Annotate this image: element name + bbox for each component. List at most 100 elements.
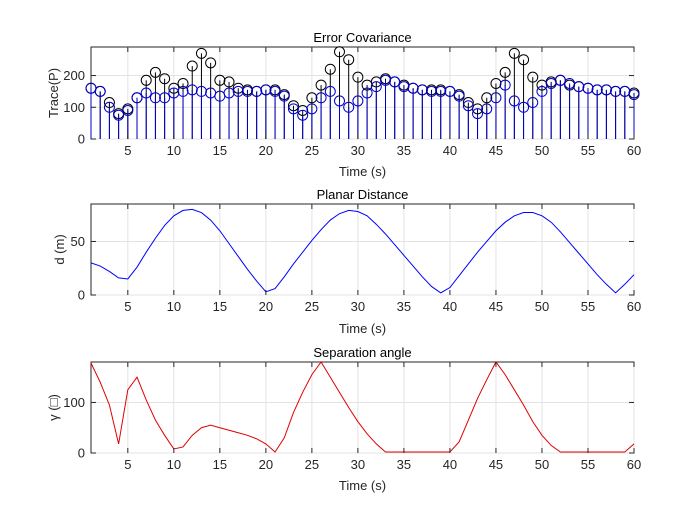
error-covariance-stem-marker — [177, 77, 189, 89]
planar-distance-xtick-label: 15 — [213, 299, 227, 314]
separation-angle-ytick-label: 0 — [78, 446, 85, 461]
error-covariance-stem-marker — [168, 87, 180, 99]
separation-angle-xtick-label: 25 — [305, 457, 319, 472]
error-covariance-stem-marker — [315, 79, 327, 91]
error-covariance-stem-marker — [232, 85, 244, 97]
separation-angle-xtick-label: 40 — [443, 457, 457, 472]
planar-distance-xtick-label: 10 — [167, 299, 181, 314]
separation-angle-axes — [90, 361, 635, 454]
error-covariance-stem-marker — [223, 87, 235, 99]
error-covariance-stem-marker — [103, 101, 115, 113]
planar-distance-xtick-label: 55 — [581, 299, 595, 314]
error-covariance-xtick-label: 30 — [351, 143, 365, 158]
error-covariance-xtick-label: 45 — [489, 143, 503, 158]
error-covariance-stem-marker — [333, 95, 345, 107]
error-covariance-stem-marker — [140, 87, 152, 99]
error-covariance-stem-marker — [287, 103, 299, 115]
error-covariance-stem-marker — [113, 109, 125, 121]
planar-distance-xlabel: Time (s) — [339, 321, 386, 336]
error-covariance-stem-marker — [352, 95, 364, 107]
error-covariance-stem-marker — [306, 103, 318, 115]
error-covariance-stem-marker — [297, 109, 309, 121]
error-covariance-stem-marker — [324, 85, 336, 97]
planar-distance-ylabel: d (m) — [52, 234, 67, 264]
error-covariance-stem-marker — [610, 85, 622, 97]
error-covariance-stem-marker — [453, 90, 465, 102]
separation-angle-xtick-label: 55 — [581, 457, 595, 472]
error-covariance-stem-marker — [195, 47, 207, 59]
separation-angle-xtick-label: 5 — [124, 457, 131, 472]
separation-angle-title: Separation angle — [313, 345, 411, 360]
error-covariance-stem-marker — [131, 92, 143, 104]
error-covariance-panel: 5 10 15 20 25 30 35 40 45 50 55 60 0 100 200 Error Cov… — [46, 30, 641, 179]
error-covariance-stem-marker — [315, 92, 327, 104]
planar-distance-ytick-label: 50 — [71, 234, 85, 249]
planar-distance-xtick-label: 25 — [305, 299, 319, 314]
error-covariance-xtick-label: 40 — [443, 143, 457, 158]
separation-angle-xtick-label: 30 — [351, 457, 365, 472]
error-covariance-stem-marker — [159, 73, 171, 85]
error-covariance-stem-marker — [205, 57, 217, 69]
error-covariance-title: Error Covariance — [313, 30, 411, 45]
error-covariance-stem-marker — [472, 108, 484, 120]
separation-angle-xtick-label: 15 — [213, 457, 227, 472]
error-covariance-stem-marker — [499, 66, 511, 78]
separation-angle-ticks: 5 10 15 20 25 30 35 40 45 50 55 60 0 100 — [63, 362, 641, 472]
error-covariance-stem-marker — [278, 90, 290, 102]
error-covariance-xtick-label: 35 — [397, 143, 411, 158]
error-covariance-stem-marker — [186, 60, 198, 72]
error-covariance-stem-marker — [389, 76, 401, 88]
separation-angle-xtick-label: 20 — [259, 457, 273, 472]
separation-angle-ylabel: γ (□) — [46, 394, 61, 421]
error-covariance-stem-marker — [380, 74, 392, 86]
separation-angle-marks — [90, 361, 635, 453]
planar-distance-xtick-label: 35 — [397, 299, 411, 314]
error-covariance-stem-marker — [444, 85, 456, 97]
planar-distance-xtick-label: 40 — [443, 299, 457, 314]
planar-distance-xtick-label: 20 — [259, 299, 273, 314]
error-covariance-xtick-label: 20 — [259, 143, 273, 158]
error-covariance-stem-marker — [582, 82, 594, 94]
error-covariance-xtick-label: 15 — [213, 143, 227, 158]
planar-distance-xtick-label: 50 — [535, 299, 549, 314]
planar-distance-grid — [91, 204, 635, 296]
error-covariance-stem-marker — [462, 100, 474, 112]
planar-distance-line-distance — [90, 208, 635, 294]
error-covariance-stem-marker — [518, 54, 530, 66]
error-covariance-stem-marker — [398, 81, 410, 93]
error-covariance-stem-marker — [370, 81, 382, 93]
separation-angle-xtick-label: 45 — [489, 457, 503, 472]
error-covariance-ytick-label: 0 — [78, 132, 85, 147]
error-covariance-stem-marker — [527, 97, 539, 109]
error-covariance-xtick-label: 10 — [167, 143, 181, 158]
separation-angle-xtick-label: 60 — [627, 457, 641, 472]
error-covariance-stem-marker — [600, 84, 612, 96]
error-covariance-stem-marker — [536, 85, 548, 97]
error-covariance-stem-marker — [214, 74, 226, 86]
planar-distance-ytick-label: 0 — [78, 288, 85, 303]
error-covariance-stem-marker — [490, 92, 502, 104]
error-covariance-stem-marker — [628, 89, 640, 101]
error-covariance-stem-marker — [251, 85, 263, 97]
error-covariance-stem-marker — [140, 74, 152, 86]
error-covariance-ytick-label: 100 — [63, 100, 85, 115]
error-covariance-stem-marker — [499, 79, 511, 91]
error-covariance-stem-marker — [177, 85, 189, 97]
planar-distance-xtick-label: 30 — [351, 299, 365, 314]
error-covariance-stem-marker — [333, 46, 345, 58]
error-covariance-stem-marker — [223, 76, 235, 88]
planar-distance-axes — [90, 203, 635, 296]
error-covariance-xtick-label: 60 — [627, 143, 641, 158]
error-covariance-xtick-label: 25 — [305, 143, 319, 158]
error-covariance-stem-marker — [573, 81, 585, 93]
error-covariance-marks — [85, 46, 640, 139]
error-covariance-stem-marker — [241, 85, 253, 97]
error-covariance-stem-marker — [269, 85, 281, 97]
planar-distance-panel: 5 10 15 20 25 30 35 40 45 50 55 60 0 50 Planar Distan… — [52, 187, 641, 336]
planar-distance-marks — [90, 208, 635, 294]
error-covariance-stem-marker — [149, 66, 161, 78]
error-covariance-xlabel: Time (s) — [339, 164, 386, 179]
error-covariance-stem-marker — [186, 84, 198, 96]
planar-distance-xtick-label: 45 — [489, 299, 503, 314]
